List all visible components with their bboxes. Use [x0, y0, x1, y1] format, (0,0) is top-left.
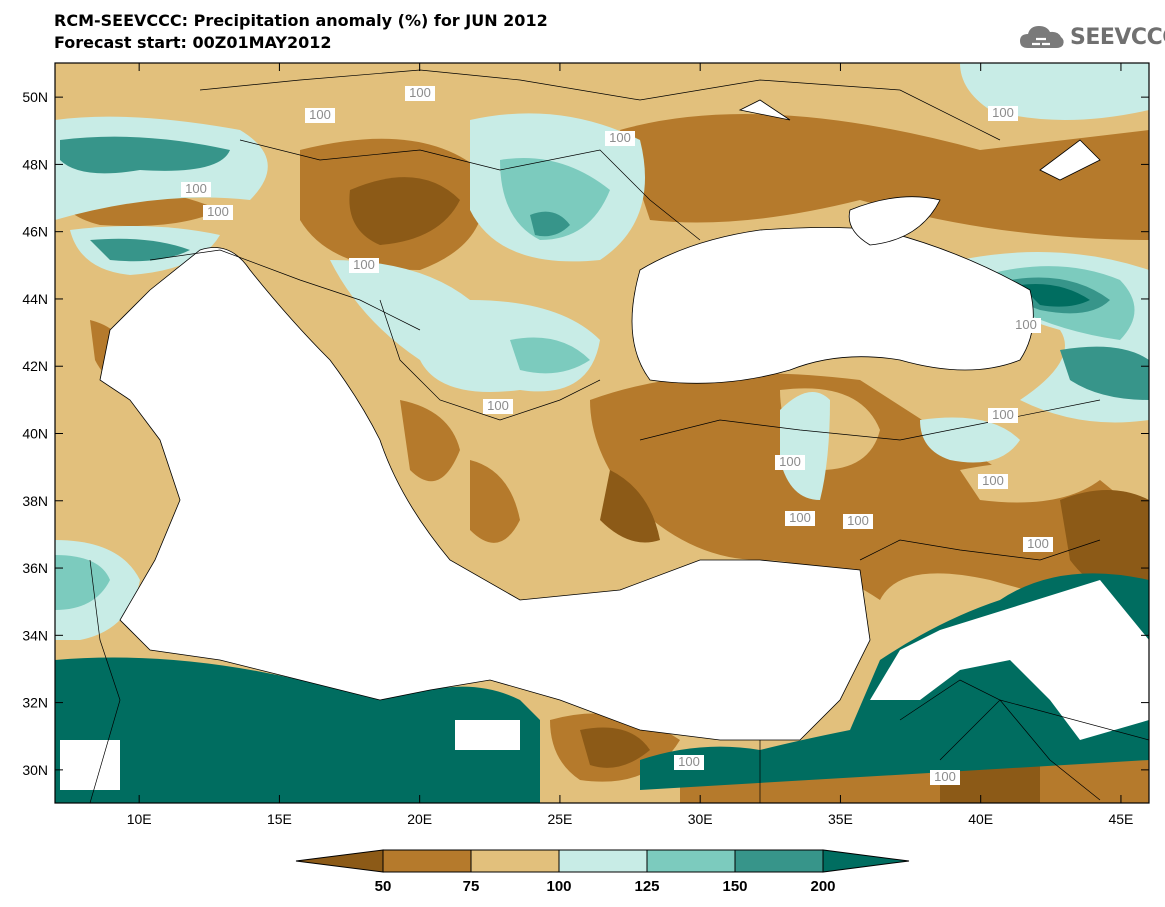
- colorbar-min-triangle: [295, 849, 384, 873]
- contour-label-bg: [181, 182, 211, 197]
- contour-label-bg: [988, 106, 1018, 121]
- lon-tick-label: 10E: [127, 811, 152, 827]
- contour-label: 100: [1015, 317, 1037, 332]
- lat-tick-label: 46N: [22, 224, 48, 240]
- contour-label: 100: [207, 204, 229, 219]
- logo-text: SEEVCCC: [1070, 24, 1165, 50]
- contour-label-bg: [1011, 318, 1041, 333]
- colorbar-label: 50: [375, 878, 392, 895]
- lon-tick-label: 40E: [968, 811, 993, 827]
- contour-label-bg: [978, 474, 1008, 489]
- sea-mask: [99, 99, 1101, 741]
- contour-label: 100: [1027, 536, 1049, 551]
- contour-label-bg: [930, 770, 960, 785]
- lat-tick-label: 34N: [22, 627, 48, 643]
- colorbar-box: [470, 849, 560, 873]
- colorbar-label: 75: [463, 878, 480, 895]
- lat-tick-label: 48N: [22, 156, 48, 172]
- contour-label-bg: [775, 455, 805, 470]
- lon-axis: 10E 15E 20E 25E 30E 35E 40E 45E: [127, 63, 1133, 827]
- contour-label: 100: [487, 398, 509, 413]
- lon-tick-label: 25E: [547, 811, 572, 827]
- lon-tick-label: 20E: [407, 811, 432, 827]
- contour-label: 100: [409, 85, 431, 100]
- contour-label: 100: [353, 257, 375, 272]
- contour-label-bg: [305, 108, 335, 123]
- contour-label: 100: [992, 105, 1014, 120]
- colorbar: 50 75 100 125 150 200: [295, 849, 910, 895]
- lon-tick-label: 35E: [828, 811, 853, 827]
- colorbar-box: [734, 849, 824, 873]
- colorbar-box: [558, 849, 648, 873]
- colorbar-box: [382, 849, 472, 873]
- contour-label: 100: [185, 181, 207, 196]
- map-title: RCM-SEEVCCC: Precipitation anomaly (%) f…: [54, 11, 548, 30]
- lat-tick-label: 36N: [22, 560, 48, 576]
- lat-tick-label: 38N: [22, 493, 48, 509]
- lat-tick-label: 50N: [22, 89, 48, 105]
- lat-tick-label: 32N: [22, 695, 48, 711]
- lon-tick-label: 30E: [688, 811, 713, 827]
- contour-label: 100: [309, 107, 331, 122]
- colorbar-label: 125: [634, 878, 659, 895]
- contour-label: 100: [992, 407, 1014, 422]
- colorbar-max-triangle: [822, 849, 910, 873]
- contour-label-bg: [1023, 537, 1053, 552]
- lat-tick-label: 44N: [22, 291, 48, 307]
- contour-label: 100: [982, 473, 1004, 488]
- contour-label: 100: [847, 513, 869, 528]
- contour-label-bg: [785, 511, 815, 526]
- contour-label-bg: [988, 408, 1018, 423]
- lat-tick-label: 40N: [22, 426, 48, 442]
- contour-label-bg: [843, 514, 873, 529]
- contour-label: 100: [609, 130, 631, 145]
- contour-label-bg: [349, 258, 379, 273]
- lon-tick-label: 15E: [267, 811, 292, 827]
- cloud-icon: [1020, 26, 1064, 48]
- colorbar-box: [646, 849, 736, 873]
- seevccc-logo: SEEVCCC: [1018, 22, 1165, 52]
- lat-tick-label: 30N: [22, 762, 48, 778]
- colorbar-label: 150: [722, 878, 747, 895]
- contour-label-bg: [674, 755, 704, 770]
- contour-label: 100: [779, 454, 801, 469]
- lon-tick-label: 45E: [1108, 811, 1133, 827]
- lat-axis: 50N 48N 46N 44N 42N 40N 38N 36N 34N 32N 30N: [22, 89, 1149, 778]
- colorbar-label: 100: [546, 878, 571, 895]
- contour-label-bg: [203, 205, 233, 220]
- contour-label-bg: [483, 399, 513, 414]
- map-title-block: RCM-SEEVCCC: Precipitation anomaly (%) f…: [54, 10, 548, 54]
- contour-label-bg: [405, 86, 435, 101]
- lat-tick-label: 42N: [22, 358, 48, 374]
- contour-label: 100: [934, 769, 956, 784]
- map-subtitle: Forecast start: 00Z01MAY2012: [54, 33, 332, 52]
- contour-label-bg: [605, 131, 635, 146]
- colorbar-label: 200: [810, 878, 835, 895]
- contour-label: 100: [678, 754, 700, 769]
- contour-label: 100: [789, 510, 811, 525]
